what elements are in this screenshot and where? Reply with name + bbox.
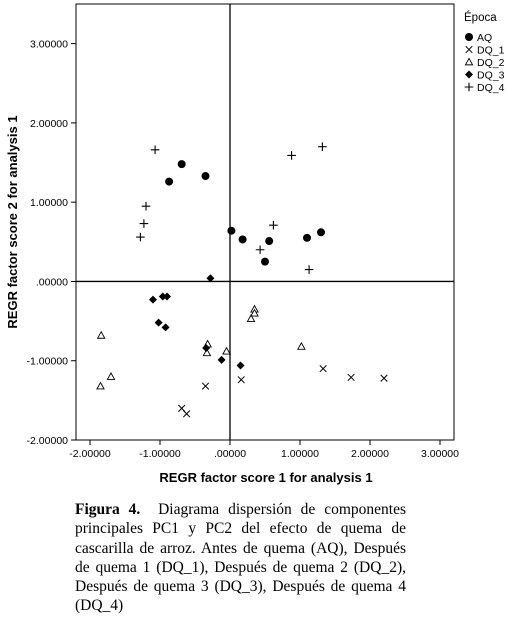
y-tick-label: -2.00000 <box>27 435 69 447</box>
data-point <box>136 232 145 242</box>
data-point <box>165 177 174 186</box>
data-point <box>297 341 306 350</box>
series-dq-1 <box>178 365 388 418</box>
data-point <box>161 323 170 332</box>
data-point <box>201 382 210 390</box>
data-point <box>287 151 296 160</box>
data-point <box>237 376 245 384</box>
data-point <box>269 220 278 230</box>
data-point <box>150 145 160 155</box>
y-axis-title: REGR factor score 2 for analysis 1 <box>5 115 20 328</box>
reference-lines <box>76 4 454 440</box>
data-point <box>139 219 149 228</box>
data-point <box>261 257 269 266</box>
data-point <box>227 226 236 235</box>
data-point <box>202 344 211 353</box>
data-point <box>317 228 325 237</box>
data-point <box>182 410 191 418</box>
caption-label: Figura 4. <box>75 501 141 518</box>
data-point <box>96 330 106 339</box>
data-point <box>303 233 311 242</box>
x-axis-title: REGR factor score 1 for analysis 1 <box>159 470 372 485</box>
legend-title: Época <box>464 11 497 24</box>
data-point <box>380 374 388 382</box>
data-points <box>96 142 388 418</box>
data-point <box>154 318 163 327</box>
x-tick-label: 1.00000 <box>281 448 319 460</box>
data-point <box>238 235 247 244</box>
data-point <box>319 365 327 373</box>
data-point <box>265 237 274 246</box>
y-tick-label: .00000 <box>36 276 68 288</box>
data-point <box>255 245 265 255</box>
legend-marker <box>465 33 473 41</box>
legend-entry-label: DQ_4 <box>477 82 505 94</box>
series-dq-4 <box>136 142 327 274</box>
x-tick-label: 2.00000 <box>351 448 389 460</box>
series-dq-2 <box>96 304 306 390</box>
legend-entry-label: DQ_3 <box>477 70 505 82</box>
data-point <box>149 295 157 304</box>
data-point <box>304 265 314 274</box>
y-tick-label: 3.00000 <box>30 39 68 51</box>
data-point <box>318 142 327 151</box>
data-point <box>217 355 226 364</box>
data-point <box>236 361 245 370</box>
legend-marker <box>464 57 474 66</box>
y-tick-label: 2.00000 <box>30 118 68 130</box>
x-tick-label: -2.00000 <box>69 448 111 460</box>
y-tick-label: -1.00000 <box>27 356 69 368</box>
data-point <box>201 172 210 181</box>
series-dq-3 <box>149 274 245 370</box>
legend-marker <box>465 45 473 54</box>
legend-entry-label: DQ_2 <box>477 57 505 69</box>
legend-marker <box>464 82 474 92</box>
data-point <box>158 292 167 301</box>
figure-caption: Figura 4. Diagrama dispersión de compone… <box>75 500 406 616</box>
legend-marker <box>465 70 473 79</box>
legend-entry-label: AQ <box>477 32 492 44</box>
plot-area <box>75 3 455 441</box>
data-point <box>222 346 231 355</box>
data-point <box>202 348 212 357</box>
x-tick-label: .00000 <box>214 448 246 460</box>
y-axis-ticks: -2.00000 -1.00000 .00000 1.00000 2.00000 3.00… <box>27 39 76 447</box>
y-tick-label: 1.00000 <box>30 197 68 209</box>
data-point <box>163 292 171 301</box>
data-point <box>250 308 259 317</box>
scatter-chart: -2.00000 -1.00000 .00000 1.00000 2.00000 3.00… <box>5 3 505 485</box>
data-point <box>141 201 151 211</box>
x-tick-label: -1.00000 <box>139 448 181 460</box>
data-point <box>246 314 256 323</box>
data-point <box>96 381 105 390</box>
data-point <box>206 274 215 283</box>
data-point <box>106 372 116 380</box>
data-point <box>177 160 186 169</box>
legend-entry-label: DQ_1 <box>477 45 505 57</box>
x-tick-label: 3.00000 <box>421 448 459 460</box>
series-aq <box>165 160 325 266</box>
data-point <box>347 373 355 382</box>
caption-text: Diagrama dispersión de componentes princ… <box>75 501 406 615</box>
x-axis-ticks: -2.00000 -1.00000 .00000 1.00000 2.00000 3.00… <box>69 440 459 460</box>
